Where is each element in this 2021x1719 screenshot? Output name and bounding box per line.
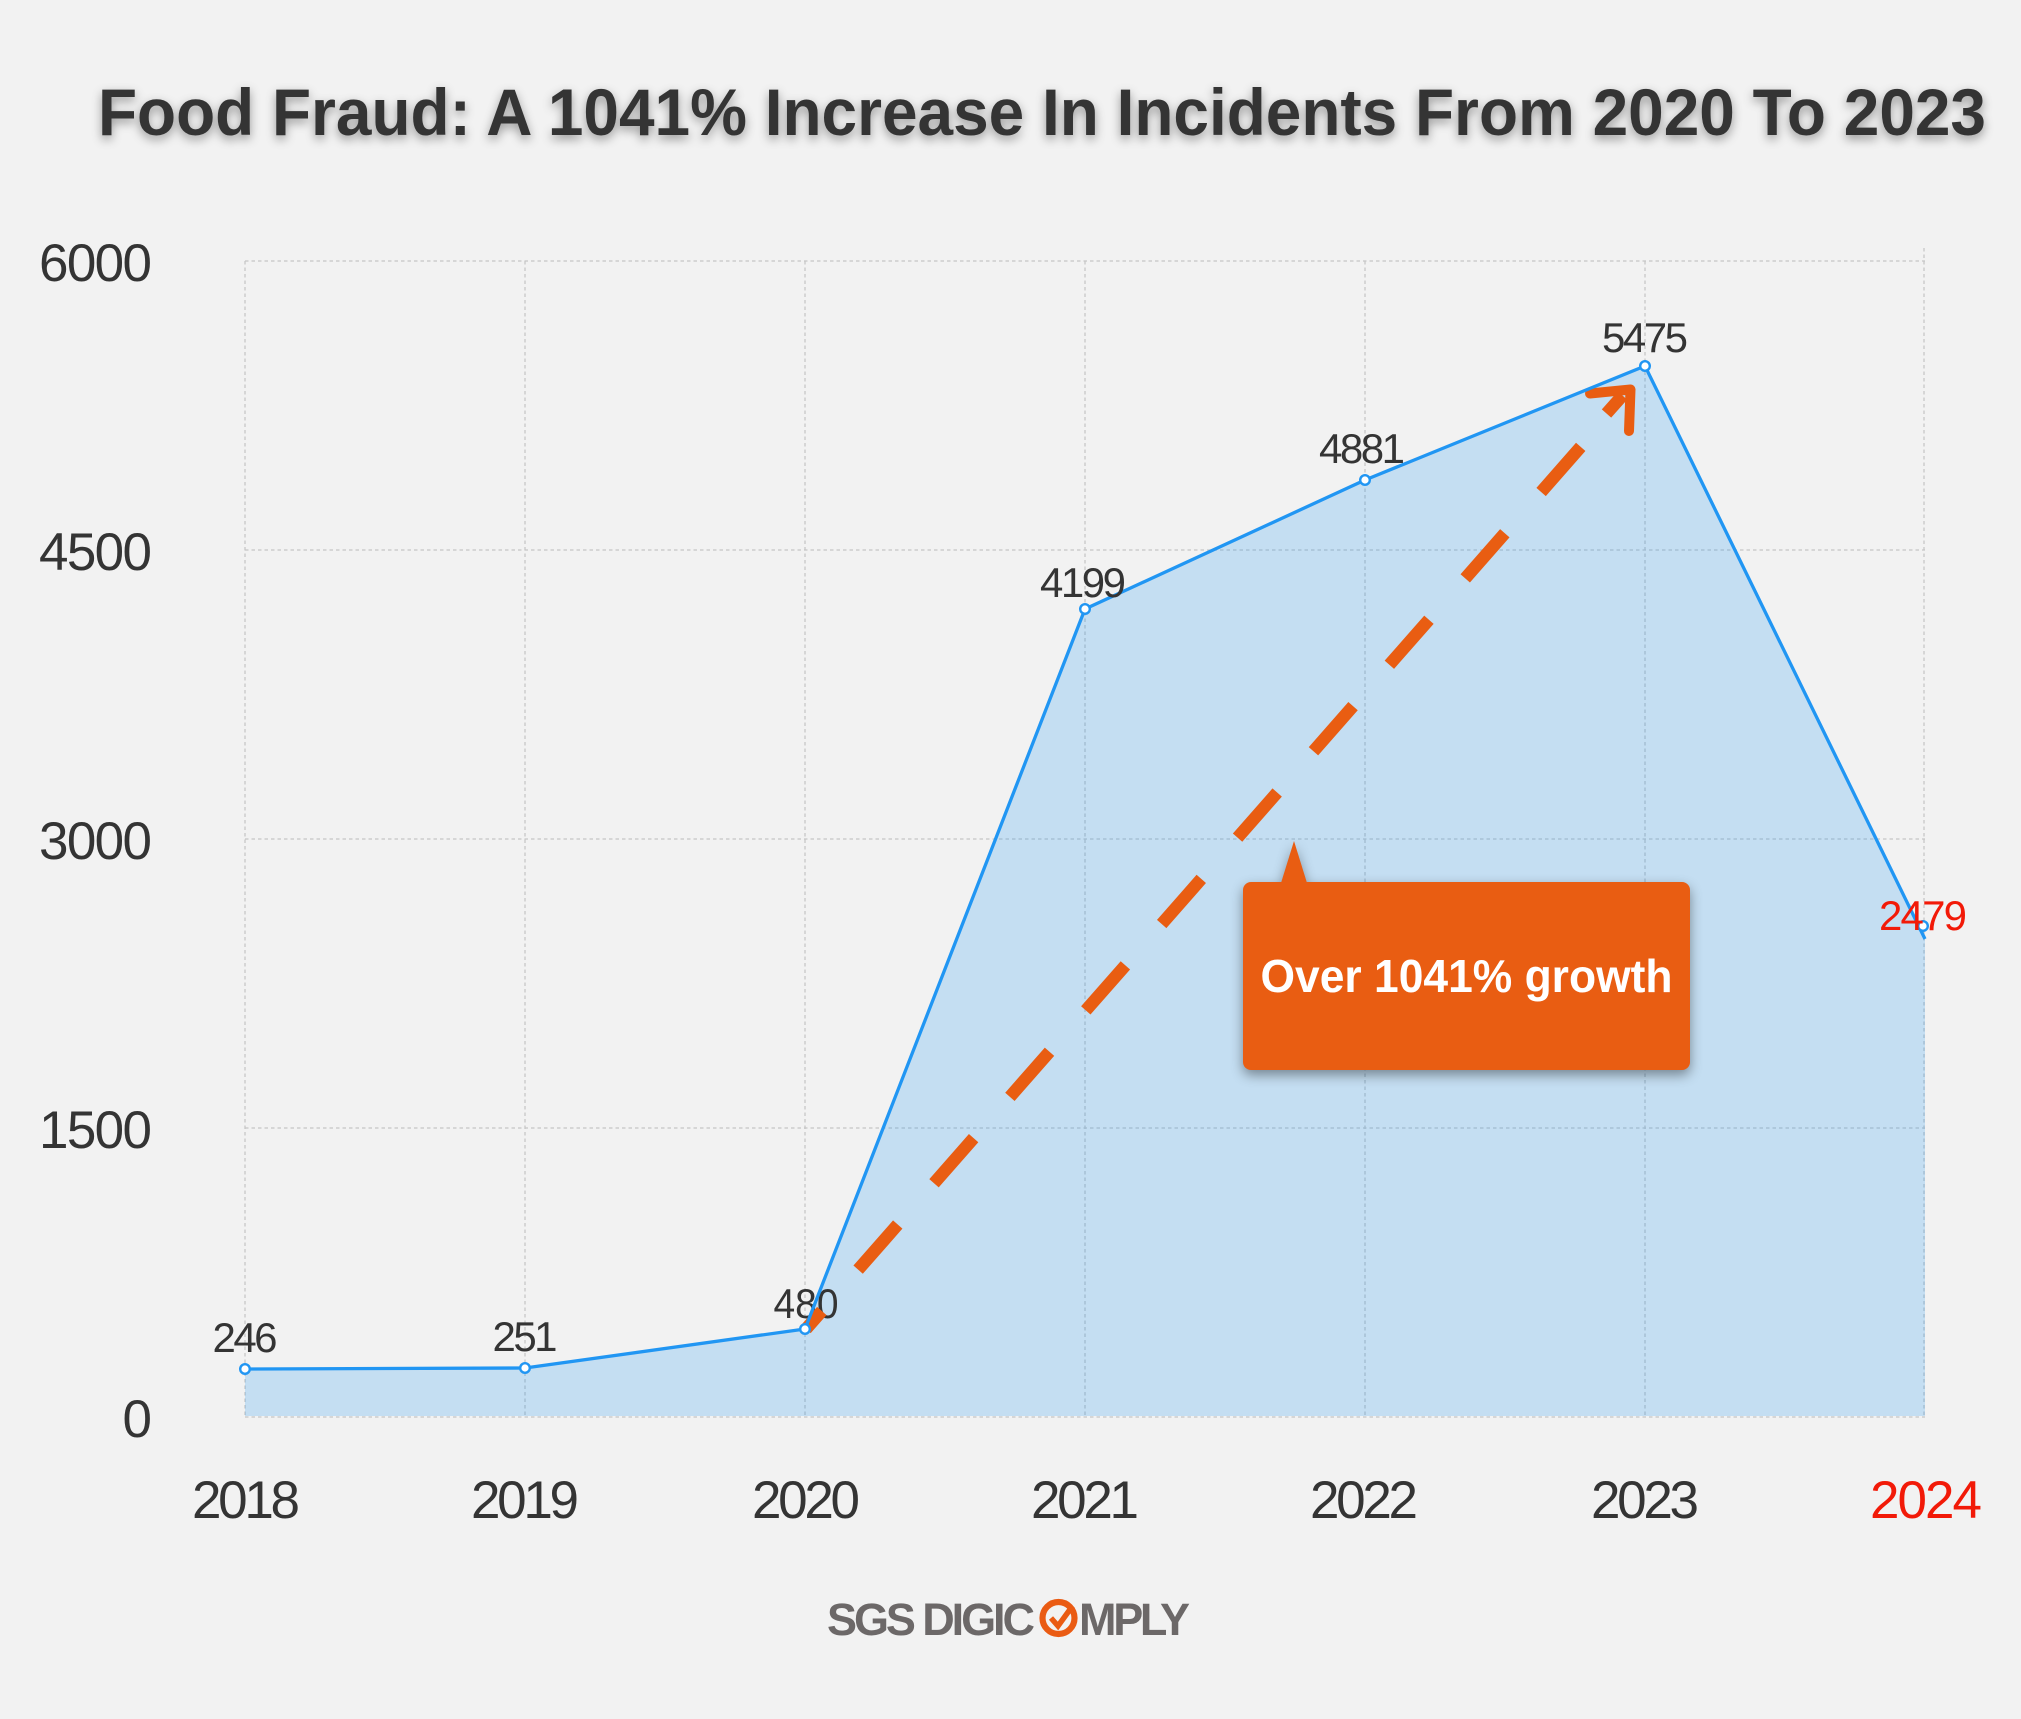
svg-text:6000: 6000: [39, 234, 152, 293]
svg-text:4199: 4199: [1040, 559, 1126, 606]
svg-text:SGS DIGIC: SGS DIGIC: [827, 1594, 1035, 1645]
svg-text:2023: 2023: [1591, 1471, 1699, 1530]
svg-text:4881: 4881: [1319, 425, 1405, 472]
svg-text:480: 480: [774, 1280, 839, 1327]
svg-text:Food Fraud: A 1041% Increase I: Food Fraud: A 1041% Increase In Incident…: [98, 75, 1986, 149]
svg-text:Over 1041% growth: Over 1041% growth: [1261, 950, 1673, 1002]
svg-text:4500: 4500: [39, 523, 152, 582]
svg-text:2024: 2024: [1870, 1471, 1982, 1530]
svg-text:2020: 2020: [752, 1471, 860, 1530]
svg-text:2019: 2019: [471, 1471, 579, 1530]
svg-text:251: 251: [493, 1313, 558, 1360]
svg-text:0: 0: [123, 1390, 152, 1449]
svg-text:2479: 2479: [1879, 892, 1967, 939]
svg-text:2022: 2022: [1310, 1471, 1418, 1530]
svg-text:MPLY: MPLY: [1079, 1594, 1190, 1645]
svg-text:2018: 2018: [192, 1471, 300, 1530]
svg-text:1500: 1500: [39, 1101, 152, 1160]
svg-text:2021: 2021: [1031, 1471, 1139, 1530]
svg-text:5475: 5475: [1602, 314, 1688, 361]
svg-text:246: 246: [213, 1314, 278, 1361]
svg-text:3000: 3000: [39, 812, 152, 871]
